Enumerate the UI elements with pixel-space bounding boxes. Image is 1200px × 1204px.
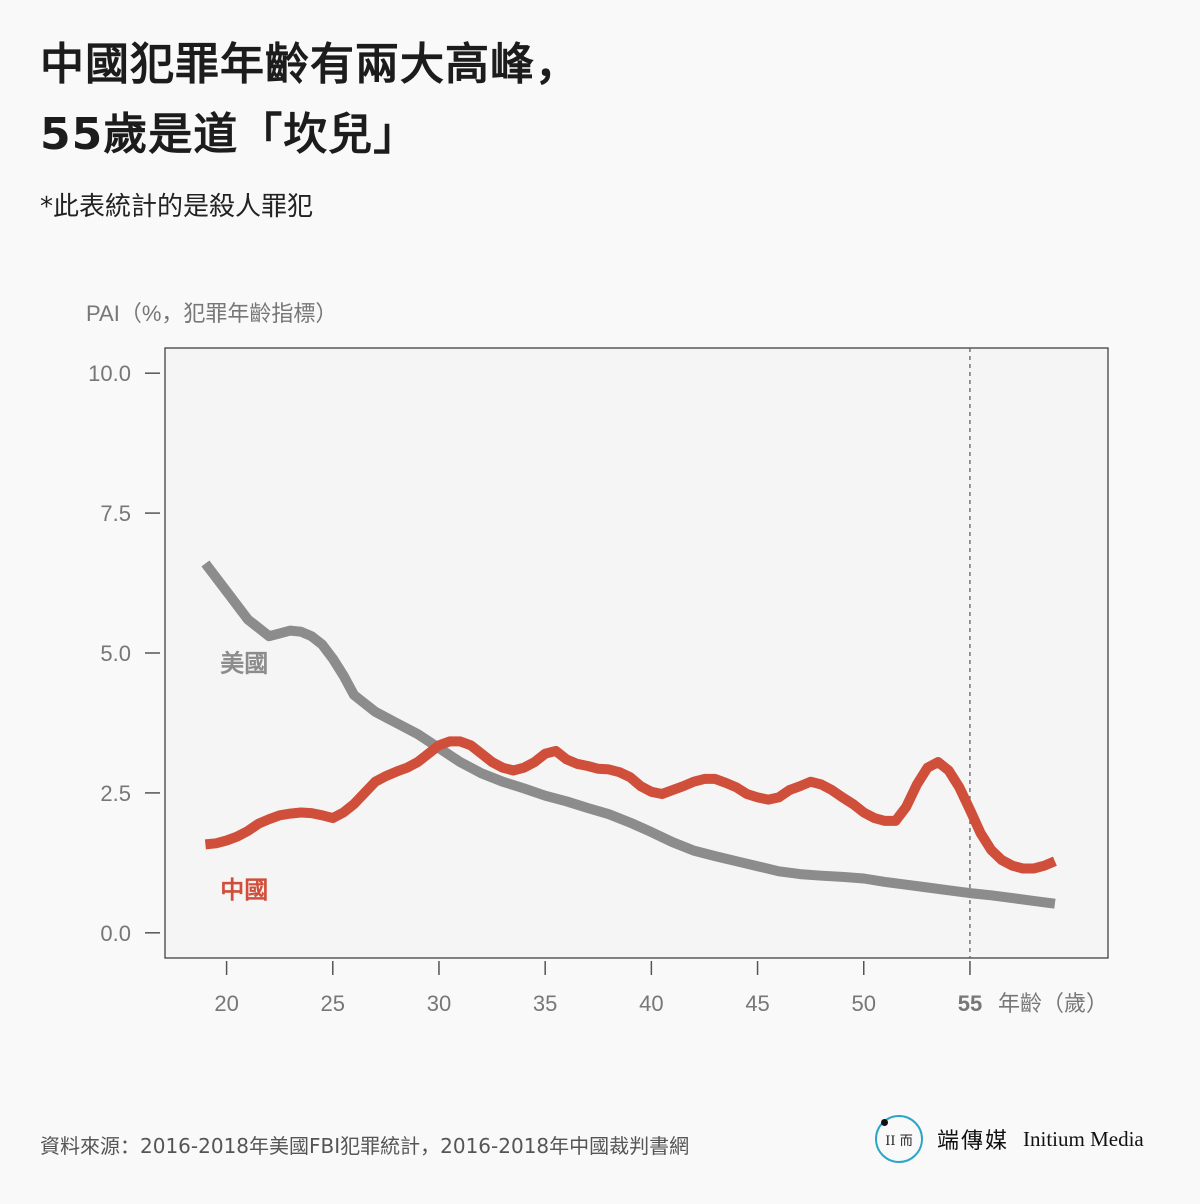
series-label-usa: 美國 [220,649,268,677]
data-source: 資料來源：2016-2018年美國FBI犯罪統計，2016-2018年中國裁判書… [40,1134,690,1158]
series-label-china: 中國 [220,877,268,904]
x-tick-label: 45 [745,991,769,1016]
x-tick-label: 40 [639,991,663,1016]
brand-name-en: Initium Media [1023,1126,1144,1151]
y-axis-title: PAI（%，犯罪年齡指標） [86,301,337,326]
logo-dot [881,1119,888,1126]
title-line-2: 55歲是道「坎兒」 [40,109,419,160]
y-tick-label: 0.0 [100,921,131,946]
initium-logo-icon: II 而 [875,1115,923,1163]
y-tick-label: 5.0 [100,641,131,666]
plot-frame [164,347,1109,959]
title-line-1: 中國犯罪年齡有兩大高峰， [40,39,580,90]
x-axis-title: 年齡（歲） [998,991,1108,1016]
chart-subtitle: *此表統計的是殺人罪犯 [40,192,314,222]
x-tick-label: 35 [533,991,557,1016]
y-tick-label: 10.0 [88,361,131,386]
x-tick-label: 50 [852,991,876,1016]
x-tick-label-highlight: 55 [958,991,982,1016]
y-tick-label: 2.5 [100,781,131,806]
logo-text: II 而 [885,1133,913,1149]
x-tick-label: 25 [321,991,345,1016]
brand-name-cn: 端傳媒 [937,1129,1010,1154]
page-title: 中國犯罪年齡有兩大高峰， 55歲是道「坎兒」 [40,30,580,170]
x-tick-label: 30 [427,991,451,1016]
series-line-usa [201,560,1056,909]
x-tick-label: 20 [214,991,238,1016]
brand[interactable]: II 而 端傳媒 Initium Media [875,1115,1144,1163]
series-line-china [204,736,1057,874]
y-tick-label: 7.5 [100,501,131,526]
